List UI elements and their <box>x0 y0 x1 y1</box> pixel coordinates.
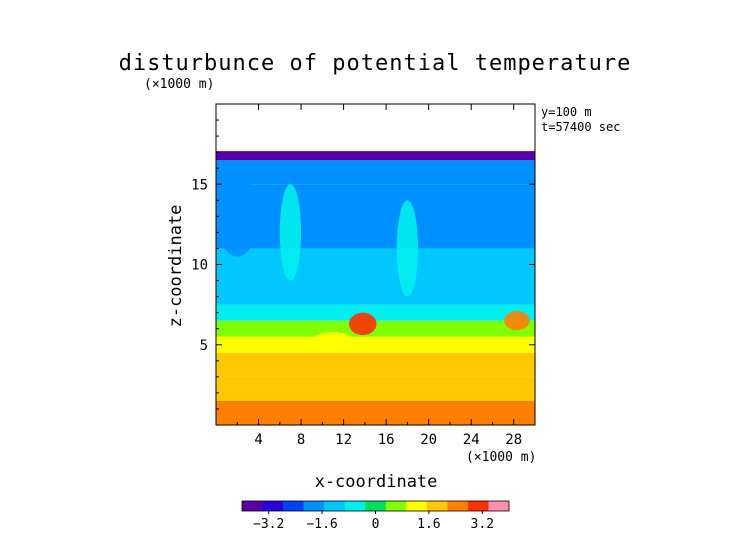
info-y-position: y=100 m <box>541 105 592 119</box>
y-tick-label-1: 10 <box>191 258 208 274</box>
colorbar-swatch-6 <box>365 501 387 511</box>
anomaly-4 <box>279 184 302 281</box>
colorbar-tick-label-3: 1.6 <box>417 517 440 532</box>
colorbar-swatch-5 <box>344 501 366 511</box>
anomaly-5 <box>396 200 419 297</box>
chart-title: disturbunce of potential temperature <box>119 51 632 76</box>
contour-band-8 <box>216 160 535 185</box>
colorbar-swatch-11 <box>467 501 489 511</box>
anomaly-2 <box>311 331 355 352</box>
y-tick-label-2: 15 <box>191 177 208 193</box>
colorbar-tick-label-1: −1.6 <box>306 517 337 532</box>
colorbar-swatch-8 <box>406 501 428 511</box>
colorbar-swatch-2 <box>283 501 304 511</box>
anomaly-1 <box>504 311 530 331</box>
y-axis-ticks: 5 10 15 <box>191 119 535 410</box>
x-axis-ticks: 4 8 12 16 20 24 28 <box>236 104 522 448</box>
x-tick-label-5: 24 <box>463 432 480 448</box>
z-axis-units: (×1000 m) <box>144 77 214 92</box>
contour-band-6 <box>216 248 535 305</box>
colorbar-swatch-12 <box>488 501 510 511</box>
x-tick-label-4: 20 <box>420 432 437 448</box>
colorbar-tick-label-0: −3.2 <box>253 517 284 532</box>
info-time: t=57400 sec <box>541 120 620 134</box>
x-tick-label-3: 16 <box>378 432 395 448</box>
colorbar-swatch-1 <box>262 501 284 511</box>
contour-band-9 <box>216 152 535 161</box>
colorbar: −3.2 −1.6 0 1.6 3.2 <box>241 500 510 532</box>
anomaly-0 <box>348 312 377 336</box>
colorbar-swatch-4 <box>324 501 345 511</box>
x-tick-label-0: 4 <box>254 432 262 448</box>
x-tick-label-2: 12 <box>335 432 352 448</box>
contour-band-3 <box>216 336 535 353</box>
contour-band-1 <box>216 376 535 401</box>
colorbar-swatch-10 <box>447 501 469 511</box>
colorbar-tick-label-2: 0 <box>372 517 380 532</box>
colorbar-swatch-7 <box>385 501 407 511</box>
colorbar-tick-label-4: 3.2 <box>471 517 494 532</box>
contour-band-0 <box>216 400 535 425</box>
contour-field <box>216 151 535 425</box>
x-tick-label-1: 8 <box>297 432 305 448</box>
y-tick-label-0: 5 <box>200 338 208 354</box>
colorbar-swatch-0 <box>242 501 263 511</box>
anomaly-3 <box>216 176 259 257</box>
contour-band-5 <box>216 304 535 321</box>
colorbar-swatch-9 <box>426 501 448 511</box>
y-axis-label: z-coordinate <box>166 205 186 328</box>
x-tick-label-6: 28 <box>505 432 522 448</box>
contour-band-7 <box>216 184 535 249</box>
contour-band-2 <box>216 352 535 377</box>
colorbar-swatch-3 <box>303 501 325 511</box>
x-axis-label: x-coordinate <box>315 472 438 492</box>
contour-band-4 <box>216 320 535 337</box>
x-axis-units: (×1000 m) <box>466 450 536 465</box>
